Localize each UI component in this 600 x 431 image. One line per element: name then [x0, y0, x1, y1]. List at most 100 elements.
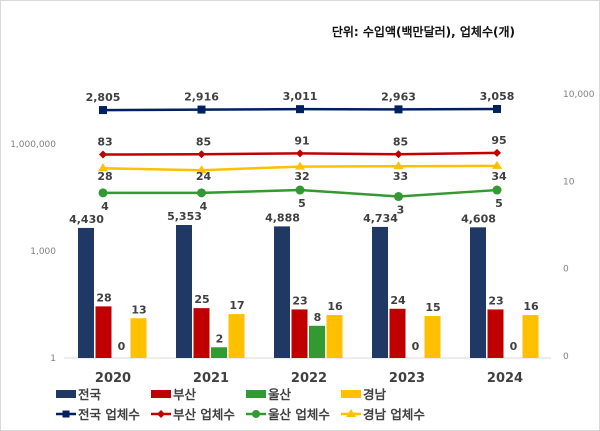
square-marker — [197, 105, 206, 114]
x-axis-label: 2024 — [487, 371, 523, 386]
legend-label: 울산 업체수 — [268, 407, 330, 422]
left-axis-tick: 1 — [50, 354, 56, 364]
legend-swatch — [341, 390, 361, 398]
bar-경남 — [424, 316, 441, 358]
line-data-label: 3 — [397, 204, 405, 217]
line-data-label: 2,963 — [381, 90, 416, 103]
diamond-marker — [394, 150, 403, 159]
bar-경남 — [326, 315, 343, 358]
square-marker — [296, 105, 304, 114]
legend-swatch — [246, 390, 266, 398]
line-data-label: 5 — [298, 197, 306, 210]
bar-전국 — [470, 227, 486, 358]
circle-marker — [98, 188, 108, 198]
legend-label: 경남 — [363, 387, 387, 402]
bar-전국 — [176, 225, 192, 358]
line-data-label: 95 — [491, 134, 506, 147]
triangle-marker — [295, 161, 305, 170]
bar-부산 — [487, 309, 504, 358]
line-data-label: 91 — [294, 134, 309, 147]
line-data-label: 28 — [97, 170, 112, 183]
bar-울산 — [309, 325, 325, 358]
unit-note: 단위: 수입액(백만달러), 업체수(개) — [331, 25, 515, 39]
square-marker — [99, 106, 107, 115]
x-axis-label: 2021 — [193, 371, 229, 386]
square-marker — [394, 105, 403, 114]
circle-marker — [295, 185, 305, 195]
bar-전국 — [274, 226, 290, 358]
bar-부산 — [291, 309, 308, 358]
line-data-label: 85 — [196, 135, 211, 148]
bar-경남 — [228, 314, 245, 358]
bar-경남 — [522, 315, 539, 358]
diamond-marker — [99, 150, 107, 159]
legend-swatch — [151, 390, 171, 398]
line-data-label: 2,805 — [86, 91, 121, 104]
legend-swatch — [56, 390, 76, 398]
bar-data-label: 5,353 — [167, 210, 202, 223]
legend-label: 전국 — [78, 387, 102, 402]
legend-label: 울산 — [268, 387, 292, 402]
bar-경남 — [130, 318, 147, 358]
square-marker — [493, 104, 501, 113]
diamond-marker — [296, 149, 304, 158]
bar-data-label: 23 — [292, 294, 307, 307]
right-axis-tick: 0 — [563, 265, 569, 275]
line-data-label: 24 — [196, 170, 212, 183]
bar-data-label: 4,430 — [69, 213, 104, 226]
bar-data-label: 28 — [96, 291, 111, 304]
legend-square-marker — [62, 410, 70, 418]
right-axis-tick: 0 — [563, 352, 569, 362]
circle-marker — [492, 185, 502, 195]
line-data-label: 85 — [393, 135, 408, 148]
bar-data-label: 8 — [314, 311, 322, 324]
bar-부산 — [389, 308, 406, 358]
legend-label: 부산 업체수 — [173, 407, 235, 422]
right-axis-tick: 10,000 — [563, 90, 595, 100]
bar-전국 — [372, 226, 388, 358]
diamond-marker — [197, 150, 206, 159]
bar-data-label: 24 — [390, 294, 406, 307]
left-axis-tick: 1,000,000 — [10, 140, 56, 150]
triangle-marker — [492, 160, 502, 169]
circle-marker — [394, 192, 403, 202]
x-axis-label: 2022 — [291, 371, 327, 386]
triangle-marker — [98, 163, 108, 172]
legend-circle-marker — [252, 410, 260, 418]
triangle-marker — [196, 165, 207, 174]
legend-label: 경남 업체수 — [363, 407, 425, 422]
bar-data-label: 4,888 — [265, 211, 300, 224]
bar-data-label: 13 — [131, 303, 146, 316]
right-axis-tick: 10 — [563, 177, 575, 187]
line-data-label: 4 — [101, 200, 109, 213]
bar-data-label: 0 — [412, 340, 420, 353]
legend-diamond-marker — [157, 410, 165, 418]
bar-data-label: 16 — [327, 300, 343, 313]
bar-부산 — [95, 306, 112, 358]
bar-data-label: 0 — [118, 340, 126, 353]
legend-label: 전국 업체수 — [78, 407, 140, 422]
line-data-label: 3,058 — [480, 90, 515, 103]
x-axis-label: 2020 — [95, 371, 131, 386]
bar-data-label: 17 — [229, 299, 244, 312]
bar-data-label: 23 — [488, 294, 503, 307]
bar-data-label: 15 — [425, 301, 440, 314]
diamond-marker — [493, 148, 501, 157]
line-data-label: 3,011 — [283, 90, 318, 103]
legend-triangle-marker — [346, 409, 356, 417]
bar-전국 — [78, 227, 94, 358]
x-axis-label: 2023 — [389, 371, 425, 386]
circle-marker — [197, 188, 206, 198]
bar-부산 — [193, 308, 210, 358]
line-data-label: 5 — [495, 197, 503, 210]
bar-울산 — [211, 347, 227, 358]
bar-data-label: 4,734 — [363, 212, 398, 225]
line-data-label: 32 — [294, 170, 309, 183]
line-data-label: 34 — [491, 170, 507, 183]
bar-data-label: 0 — [510, 340, 518, 353]
bar-data-label: 2 — [216, 332, 224, 345]
line-data-label: 33 — [393, 170, 408, 183]
legend-label: 부산 — [173, 387, 197, 402]
